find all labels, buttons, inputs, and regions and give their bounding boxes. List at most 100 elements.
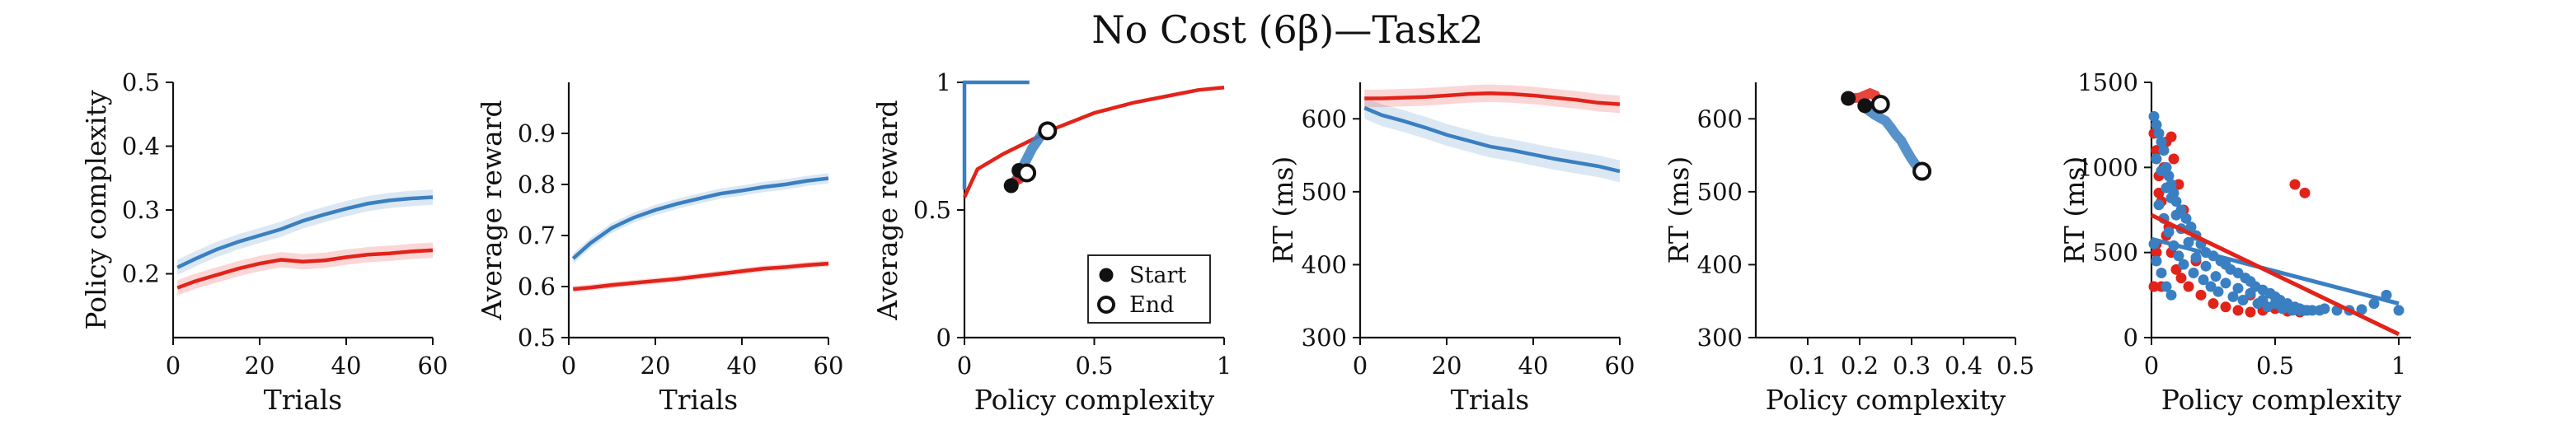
- curve-blue: [962, 80, 1030, 190]
- scatter-point-blue: [2262, 301, 2273, 313]
- scatter-point-blue: [2220, 277, 2231, 289]
- scatter-point-blue: [2210, 271, 2222, 282]
- y-axis-label: RT (ms): [2058, 156, 2090, 264]
- y-tick-label: 0.3: [122, 196, 160, 224]
- y-tick-label: 400: [1302, 250, 1347, 278]
- panel-rt-trials: 0 20 40 60 300 400 500 600 Trials RT (ms): [1267, 82, 1635, 416]
- scatter-point-blue: [2161, 182, 2172, 194]
- y-axis-label: Policy complexity: [80, 90, 112, 330]
- y-tick-label: 0.5: [518, 324, 556, 352]
- series-line-blue: [1363, 105, 1621, 174]
- y-tick-label: 0.7: [518, 221, 556, 249]
- panel-rt-complexity-trajectory: 0.1 0.2 0.3 0.4 0.5 300 400 500 600 Policy comple…: [1663, 82, 2034, 416]
- series-line-red: [573, 261, 829, 291]
- x-tick-label: 0.5: [1075, 352, 1113, 380]
- series-line-red: [176, 248, 434, 290]
- end-marker: [1017, 163, 1037, 183]
- y-tick-label: 0.4: [122, 133, 160, 161]
- scatter-point-blue: [2185, 221, 2197, 233]
- end-marker: [1038, 121, 1058, 141]
- series-band-blue: [177, 189, 433, 276]
- scatter-point-red: [2183, 281, 2194, 292]
- y-tick-label: 1500: [2077, 68, 2138, 96]
- x-tick-label: 20: [1432, 352, 1462, 380]
- x-axis-label: Trials: [1451, 384, 1530, 416]
- panel-reward-trials: 0 20 40 60 0.5 0.6 0.7 0.8 0.9 Trials Average rewa…: [476, 82, 843, 416]
- scatter-point-blue: [2151, 153, 2162, 165]
- x-tick-label: 1: [1217, 352, 1232, 380]
- y-tick-label: 300: [1697, 324, 1743, 352]
- legend-start-marker: [1099, 268, 1114, 282]
- scatter-point-blue: [2277, 303, 2288, 315]
- y-tick-label: 400: [1697, 250, 1743, 278]
- scatter-point-blue: [2198, 274, 2209, 286]
- series-line-red: [1364, 91, 1621, 106]
- x-tick-label: 0: [166, 352, 181, 380]
- y-axis-label: Average reward: [476, 100, 508, 320]
- y-tick-label: 600: [1697, 105, 1743, 133]
- y-tick-label: 0.6: [518, 273, 556, 301]
- scatter-point-blue: [2294, 305, 2306, 316]
- y-tick-label: 600: [1302, 105, 1347, 133]
- y-tick-label: 300: [1302, 324, 1347, 352]
- scatter-point-red: [2299, 187, 2311, 198]
- scatter-point-blue: [2188, 267, 2199, 278]
- scatter-point-blue: [2151, 119, 2162, 131]
- scatter-point-blue: [2170, 209, 2182, 221]
- scatter-point-red: [2232, 305, 2244, 316]
- y-tick-label: 0.9: [518, 119, 556, 147]
- y-tick-label: 0.8: [518, 170, 556, 198]
- legend-start-label: Start: [1129, 263, 1186, 288]
- x-tick-label: 20: [640, 352, 671, 380]
- scatter-point-blue: [2183, 236, 2194, 248]
- y-tick-label: 500: [2093, 239, 2138, 267]
- x-tick-label: 0: [561, 352, 576, 380]
- scatter-point-blue: [2178, 259, 2189, 270]
- scatter-point-blue: [2153, 199, 2165, 211]
- scatter-point-red: [2220, 301, 2231, 313]
- panel-rt-complexity-scatter: 0 0.5 1 0 500 1000 1500 Policy complexity RT (ms…: [2058, 68, 2411, 416]
- scatter-point-blue: [2245, 287, 2256, 299]
- y-tick-label: 500: [1697, 178, 1743, 206]
- x-tick-label: 60: [418, 352, 448, 380]
- y-tick-label: 500: [1302, 178, 1347, 206]
- x-tick-label: 0: [2144, 352, 2159, 380]
- x-tick-label: 1: [2391, 352, 2406, 380]
- x-tick-label: 60: [1605, 352, 1635, 380]
- x-tick-label: 0.4: [1945, 352, 1982, 380]
- scatter-point-blue: [2393, 305, 2405, 316]
- series-band-blue: [573, 173, 828, 264]
- scatter-point-red: [2195, 289, 2207, 301]
- scatter-point-blue: [2302, 305, 2313, 316]
- legend-end-marker: [1097, 296, 1115, 314]
- start-marker: [1857, 98, 1873, 114]
- y-tick-label: 1: [936, 68, 951, 96]
- scatter-point-blue: [2227, 291, 2239, 302]
- y-tick-label: 0.5: [122, 68, 160, 96]
- scatter-point-red: [2151, 145, 2162, 156]
- series-band-red: [1364, 84, 1620, 114]
- y-tick-label: 0.5: [913, 196, 951, 224]
- series-line-blue: [571, 176, 829, 260]
- x-axis-label: Trials: [659, 384, 739, 416]
- x-tick-label: 0.2: [1841, 352, 1879, 380]
- figure-title: No Cost (6β)—Task2: [1091, 7, 1483, 52]
- scatter-point-blue: [2356, 304, 2367, 315]
- trajectory-blue: [1860, 103, 1927, 177]
- y-axis-label: RT (ms): [1663, 156, 1695, 264]
- scatter-point-blue: [2151, 255, 2162, 267]
- y-tick-label: 1000: [2077, 153, 2138, 181]
- y-tick-label: 0: [936, 324, 951, 352]
- scatter-point-blue: [2161, 281, 2172, 292]
- scatter-point-blue: [2148, 110, 2160, 122]
- fit-line-red: [2150, 212, 2400, 337]
- scatter-point-blue: [2200, 260, 2212, 272]
- scatter-point-blue: [2368, 298, 2380, 310]
- scatter-point-red: [2289, 179, 2301, 190]
- start-marker: [1841, 91, 1856, 106]
- scatter-point-red: [2175, 273, 2187, 284]
- scatter-point-blue: [2163, 226, 2175, 238]
- scatter-point-blue: [2165, 193, 2177, 204]
- end-marker: [1912, 161, 1932, 181]
- legend-end-label: End: [1129, 292, 1174, 318]
